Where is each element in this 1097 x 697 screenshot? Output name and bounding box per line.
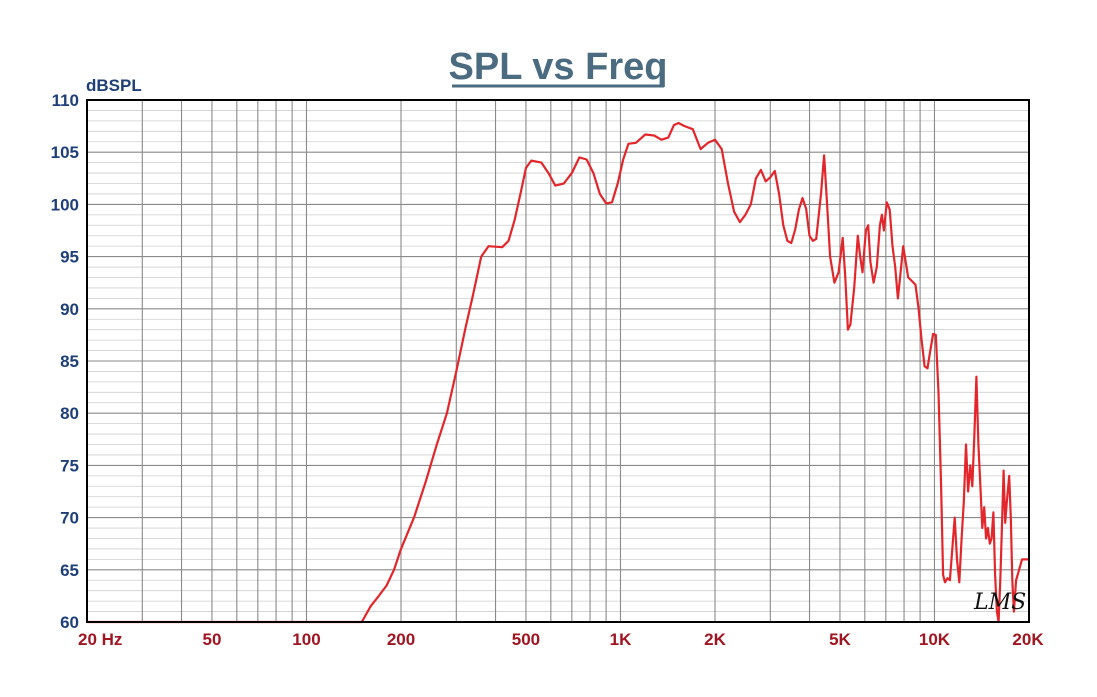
- y-tick-label: 105: [51, 143, 79, 162]
- y-tick-label: 85: [60, 352, 79, 371]
- x-tick-label: 500: [512, 630, 540, 649]
- y-tick-label: 90: [60, 300, 79, 319]
- x-tick-label: 50: [202, 630, 221, 649]
- x-tick-label: 2K: [704, 630, 726, 649]
- y-tick-label: 100: [51, 195, 79, 214]
- x-tick-label: 1K: [610, 630, 632, 649]
- y-tick-label: 110: [52, 91, 79, 110]
- x-tick-label: 10K: [919, 630, 951, 649]
- x-tick-labels: 20 Hz 50 100 200 500 1K 2K 5K 10K 20K: [78, 630, 1044, 649]
- y-tick-label: 70: [60, 509, 79, 528]
- y-tick-label: 75: [60, 456, 79, 475]
- y-tick-labels: 60 65 70 75 80 85 90 95 100 105 110: [51, 91, 79, 632]
- lms-watermark: LMS: [973, 590, 1026, 615]
- plot-frame: [86, 99, 1030, 623]
- x-tick-label: 20K: [1012, 630, 1044, 649]
- y-tick-label: 95: [60, 248, 79, 267]
- x-tick-label: 200: [387, 630, 415, 649]
- chart-title: SPL vs Freq: [449, 46, 668, 88]
- grid: [87, 100, 1029, 622]
- x-tick-label: 100: [292, 630, 320, 649]
- x-tick-label: 5K: [829, 630, 851, 649]
- spl-curve: [87, 121, 1029, 624]
- y-axis-label: dBSPL: [86, 76, 142, 95]
- x-tick-label: 20 Hz: [78, 630, 122, 649]
- y-tick-label: 60: [60, 613, 79, 632]
- y-tick-label: 65: [60, 561, 79, 580]
- y-tick-label: 80: [60, 404, 79, 423]
